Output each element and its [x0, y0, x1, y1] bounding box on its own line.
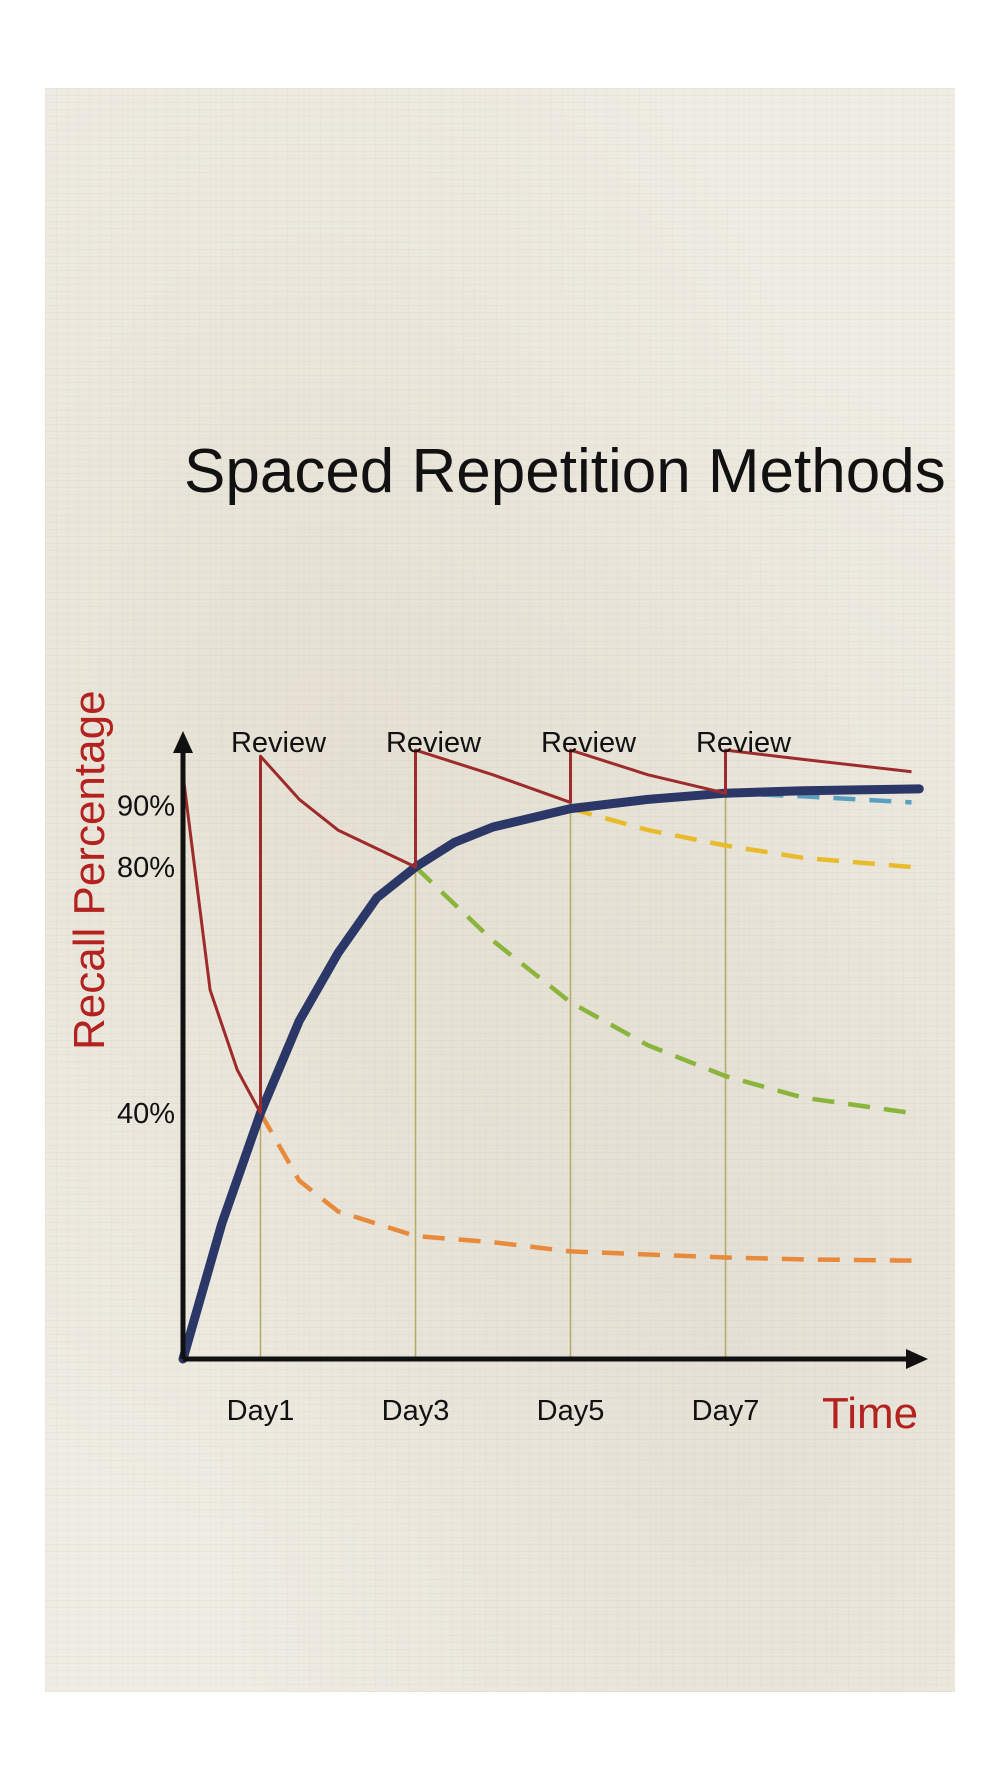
x-tick-label-1: Day1	[227, 1395, 295, 1427]
review-label-2: Review	[386, 727, 482, 759]
y-tick-label-3: 40%	[117, 1098, 175, 1130]
x-tick-label-4: Day7	[692, 1395, 760, 1427]
y-axis-arrowhead	[173, 731, 193, 753]
series-line-1	[178, 784, 924, 1364]
axes-layer	[173, 731, 928, 1369]
y-axis-label: Recall Percentage	[65, 690, 114, 1050]
series-line-5	[569, 806, 912, 870]
x-tick-label-2: Day3	[382, 1395, 450, 1427]
paper-background	[45, 88, 955, 1692]
series-layer	[178, 748, 924, 1364]
review-label-3: Review	[541, 727, 637, 759]
chart-title: Spaced Repetition Methods	[184, 437, 946, 506]
y-tick-label-1: 90%	[117, 791, 175, 823]
x-tick-label-3: Day5	[537, 1395, 605, 1427]
x-axis-arrowhead	[906, 1349, 928, 1369]
series-line-2	[181, 748, 912, 1115]
y-tick-label-2: 80%	[117, 852, 175, 884]
series-line-6	[725, 790, 912, 805]
series-line-4	[413, 865, 912, 1116]
review-label-1: Review	[231, 727, 327, 759]
label-layer: 90% 80% 40% Day1 Day3 Day5 Day7 Review Review Rev…	[117, 727, 792, 1427]
series-line-3	[258, 1111, 912, 1263]
review-guide-layer	[259, 770, 727, 1359]
review-label-4: Review	[696, 727, 792, 759]
x-axis-label: Time	[822, 1389, 918, 1438]
